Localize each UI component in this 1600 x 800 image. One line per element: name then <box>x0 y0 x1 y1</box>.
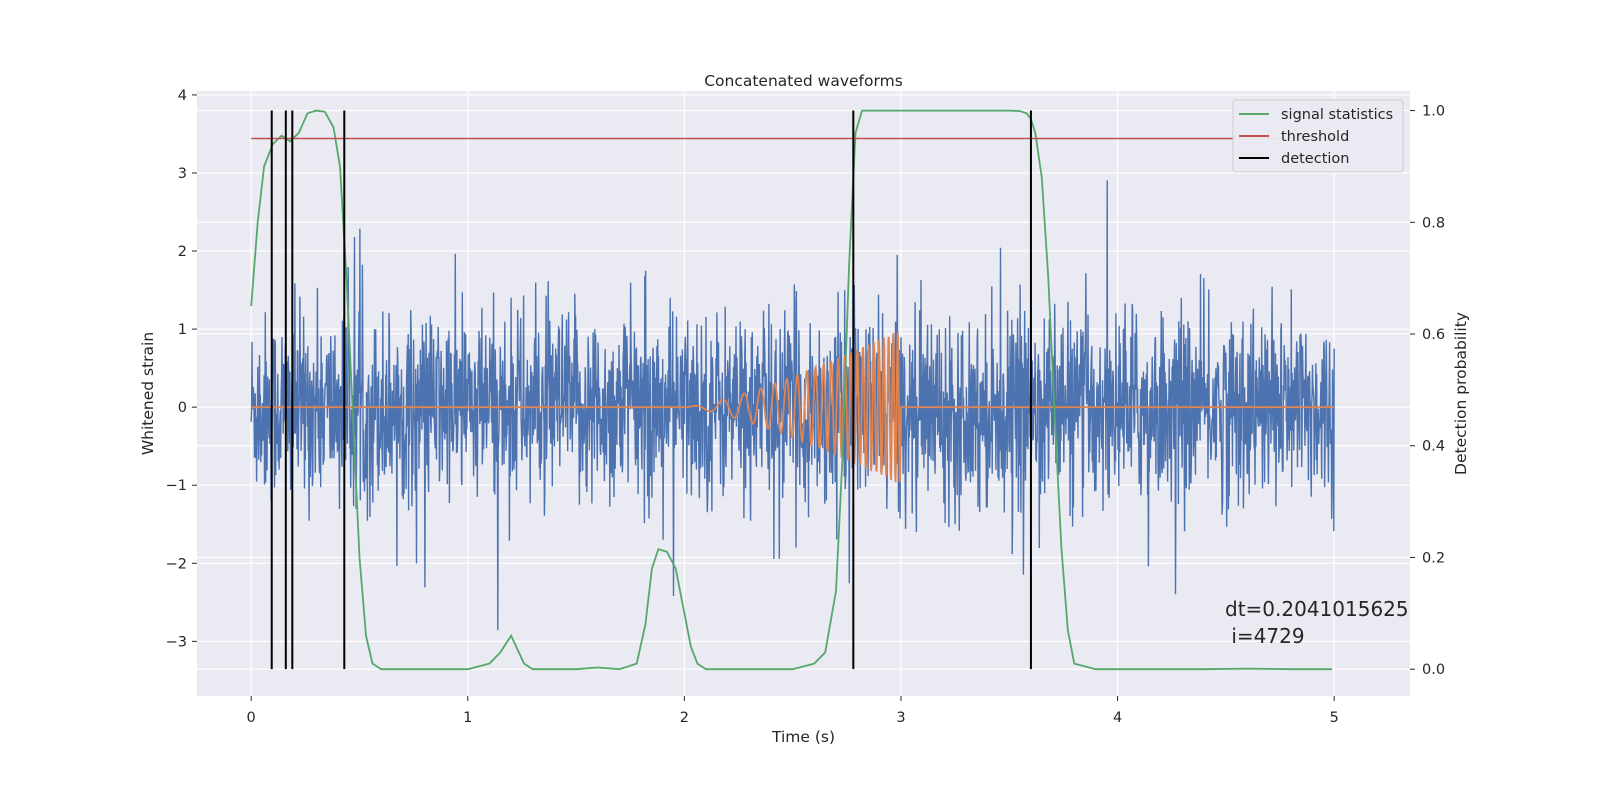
y2-tick-label: 0.6 <box>1422 327 1445 343</box>
y-tick-label: −2 <box>166 556 187 572</box>
annotation-index: i=4729 <box>1225 624 1305 648</box>
x-tick-label: 3 <box>896 710 905 726</box>
x-tick-label: 4 <box>1113 710 1122 726</box>
signal-statistics-line <box>250 109 1332 671</box>
x-tick-label: 0 <box>247 710 256 726</box>
y2-axis-label: Detection probability <box>1452 312 1470 475</box>
chart-title: Concatenated waveforms <box>704 72 903 90</box>
x-tick-label: 1 <box>463 710 472 726</box>
x-tick-label: 5 <box>1330 710 1339 726</box>
legend-label: signal statistics <box>1281 107 1393 123</box>
chirp-series-line <box>251 331 1335 483</box>
x-tick-label: 2 <box>680 710 689 726</box>
x-axis-label: Time (s) <box>771 728 835 746</box>
data-layer <box>250 109 1335 671</box>
annotation-dt: dt=0.2041015625 <box>1225 597 1409 621</box>
legend-label: detection <box>1281 151 1349 167</box>
y-tick-label: 2 <box>178 244 187 260</box>
y-tick-label: 0 <box>178 400 187 416</box>
y-tick-label: −1 <box>166 478 187 494</box>
y-tick-label: −3 <box>166 634 187 650</box>
y2-tick-label: 0.0 <box>1422 662 1445 678</box>
legend: signal statistics threshold detection <box>1232 99 1404 173</box>
y2-tick-label: 1.0 <box>1422 104 1445 120</box>
y-tick-label: 3 <box>178 166 187 182</box>
y-tick-label: 4 <box>178 88 187 104</box>
axes: 0 1 2 3 4 5 −3 −2 −1 0 1 2 3 4 0.0 0.2 0.4 0.6 0.8 1.0 <box>166 88 1445 726</box>
y-tick-label: 1 <box>178 322 187 338</box>
y2-tick-label: 0.2 <box>1422 550 1445 566</box>
y-axis-label: Whitened strain <box>139 332 157 455</box>
legend-box <box>1232 99 1404 173</box>
noise-series-line <box>250 180 1335 631</box>
legend-label: threshold <box>1281 129 1349 145</box>
detection-lines <box>270 110 1032 670</box>
y2-tick-label: 0.4 <box>1422 439 1445 455</box>
y2-tick-label: 0.8 <box>1422 215 1445 231</box>
